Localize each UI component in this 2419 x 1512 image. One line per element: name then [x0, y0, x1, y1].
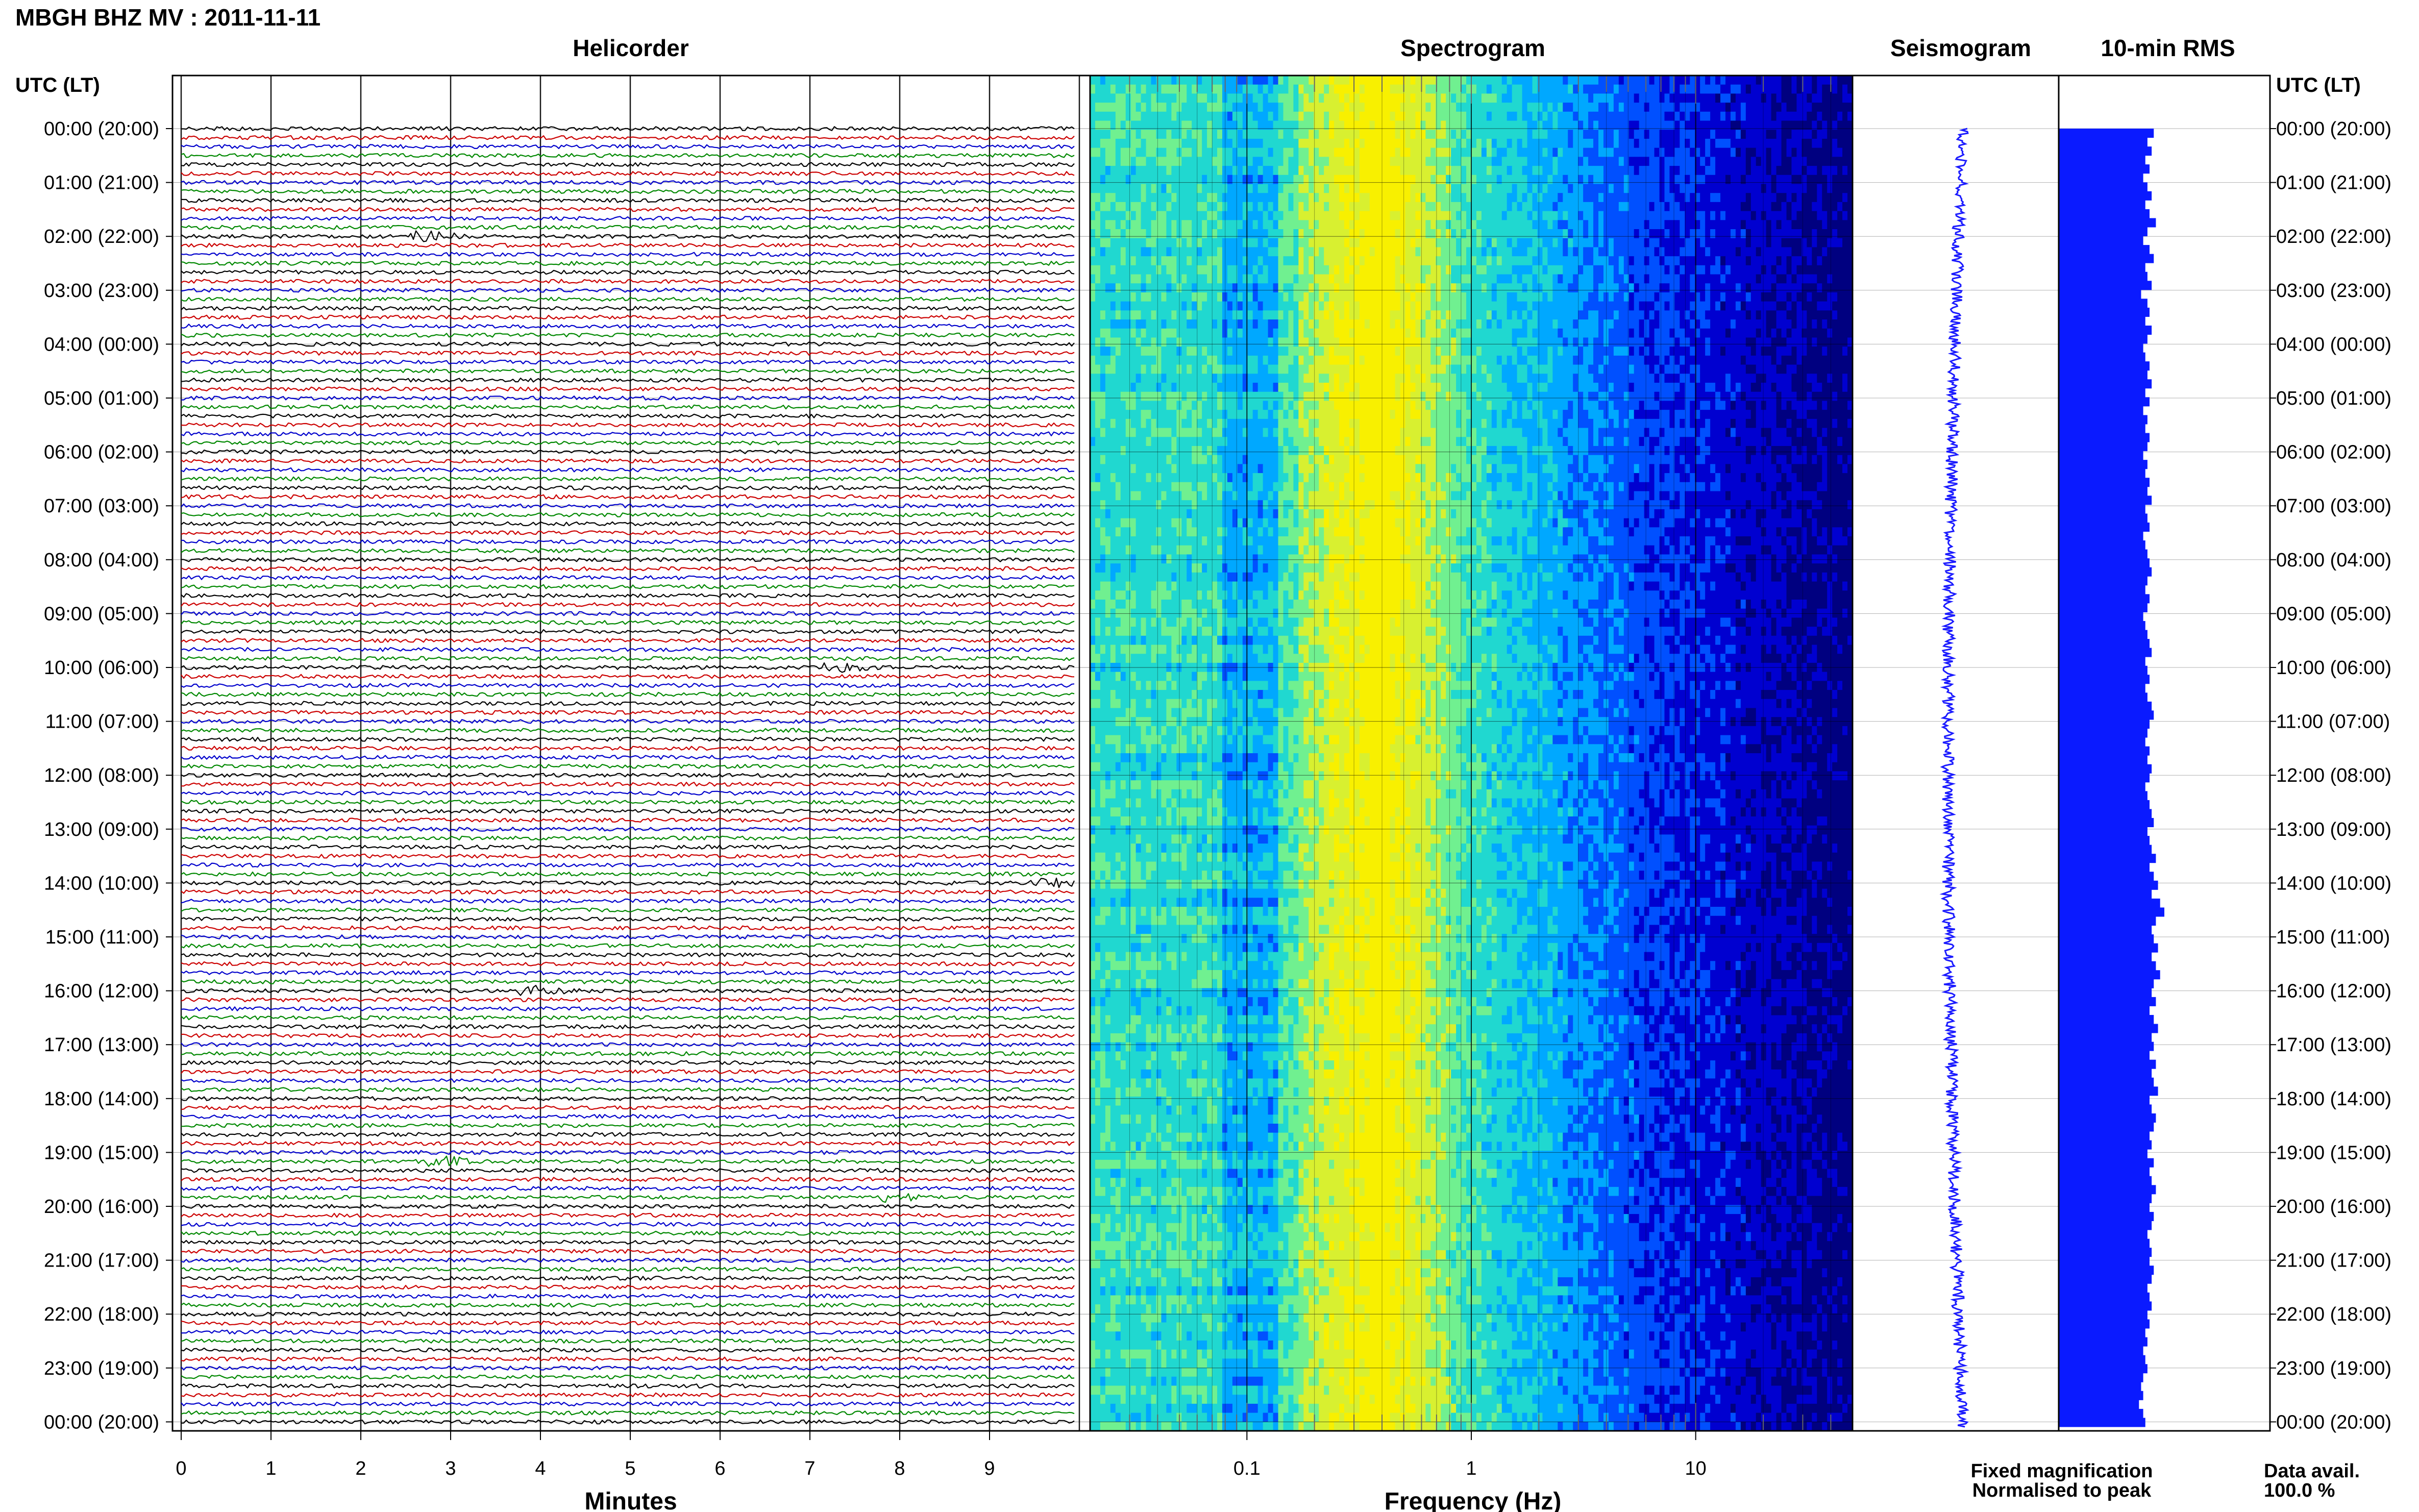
hour-label-right: 05:00 (01:00)	[2276, 388, 2391, 409]
hour-label-left: 01:00 (21:00)	[44, 172, 159, 194]
minutes-tick-label: 6	[714, 1458, 725, 1479]
hour-label-right: 03:00 (23:00)	[2276, 280, 2391, 302]
hour-label-left: 02:00 (22:00)	[44, 226, 159, 247]
hour-label-right: 06:00 (02:00)	[2276, 442, 2391, 463]
x-axis-ticks: 0 1 2 3 4 5 6 7 8 9 0.1 1 10	[176, 1431, 1706, 1479]
minutes-tick-label: 2	[355, 1458, 366, 1479]
hour-label-left: 00:00 (20:00)	[44, 118, 159, 140]
hour-label-right: 04:00 (00:00)	[2276, 334, 2391, 355]
helicorder-grid	[172, 76, 1090, 1431]
hour-label-right: 20:00 (16:00)	[2276, 1196, 2391, 1218]
spectrogram-title: Spectrogram	[1400, 35, 1545, 61]
minutes-tick-label: 0	[176, 1458, 186, 1479]
hour-label-left: 07:00 (03:00)	[44, 495, 159, 517]
hour-label-left: 23:00 (19:00)	[44, 1358, 159, 1379]
hour-label-left: 13:00 (09:00)	[44, 819, 159, 840]
hour-label-right: 09:00 (05:00)	[2276, 603, 2391, 625]
data-avail-value: 100.0 %	[2264, 1480, 2335, 1501]
spectrogram-x-label: Frequency (Hz)	[1385, 1488, 1562, 1512]
hour-label-right: 17:00 (13:00)	[2276, 1034, 2391, 1056]
hour-label-right: 00:00 (20:00)	[2276, 1411, 2391, 1433]
hour-label-right: 02:00 (22:00)	[2276, 226, 2391, 247]
hour-label-left: 21:00 (17:00)	[44, 1250, 159, 1272]
hour-label-left: 17:00 (13:00)	[44, 1034, 159, 1056]
hour-label-right: 08:00 (04:00)	[2276, 550, 2391, 571]
hour-label-left: 00:00 (20:00)	[44, 1411, 159, 1433]
hour-labels-right: 00:00 (20:00) 01:00 (21:00) 02:00 (22:00) 0…	[2270, 118, 2391, 1433]
hour-label-left: 14:00 (10:00)	[44, 873, 159, 894]
minutes-tick-label: 1	[265, 1458, 276, 1479]
hour-label-right: 00:00 (20:00)	[2276, 118, 2391, 140]
minutes-tick-label: 8	[894, 1458, 905, 1479]
hour-label-right: 01:00 (21:00)	[2276, 172, 2391, 194]
rms-panel	[2059, 129, 2270, 1427]
hour-label-left: 16:00 (12:00)	[44, 981, 159, 1002]
minutes-tick-label: 7	[804, 1458, 815, 1479]
legend-normalised-to-peak: Normalised to peak	[1972, 1480, 2152, 1501]
hour-label-left: 15:00 (11:00)	[45, 927, 159, 948]
hour-label-left: 09:00 (05:00)	[44, 603, 159, 625]
minutes-tick-label: 4	[535, 1458, 546, 1479]
minutes-tick-label: 3	[445, 1458, 456, 1479]
hour-label-left: 11:00 (07:00)	[45, 711, 159, 733]
hour-labels-left: 00:00 (20:00) 01:00 (21:00) 02:00 (22:00) 0…	[44, 118, 172, 1433]
time-header-right: UTC (LT)	[2276, 74, 2361, 96]
helicorder-title: Helicorder	[573, 35, 689, 61]
hour-label-right: 10:00 (06:00)	[2276, 657, 2391, 679]
frequency-tick-label: 0.1	[1233, 1458, 1261, 1479]
frequency-tick-label: 1	[1466, 1458, 1476, 1479]
frequency-tick-label: 10	[1685, 1458, 1707, 1479]
hour-label-left: 20:00 (16:00)	[44, 1196, 159, 1218]
hour-label-left: 18:00 (14:00)	[44, 1088, 159, 1110]
hour-label-right: 22:00 (18:00)	[2276, 1304, 2391, 1325]
hour-label-right: 18:00 (14:00)	[2276, 1088, 2391, 1110]
time-header-left: UTC (LT)	[15, 74, 100, 96]
hour-label-right: 13:00 (09:00)	[2276, 819, 2391, 840]
hour-label-left: 03:00 (23:00)	[44, 280, 159, 302]
hour-label-left: 22:00 (18:00)	[44, 1304, 159, 1325]
minutes-tick-label: 9	[984, 1458, 995, 1479]
hour-label-left: 12:00 (08:00)	[44, 765, 159, 786]
hour-label-right: 12:00 (08:00)	[2276, 765, 2391, 786]
hour-label-left: 06:00 (02:00)	[44, 442, 159, 463]
seismogram-panel	[1853, 129, 2059, 1427]
hour-label-left: 19:00 (15:00)	[44, 1142, 159, 1163]
helicorder-x-label: Minutes	[584, 1488, 677, 1512]
helicorder-frame	[172, 76, 1090, 1431]
legend-fixed-magnification: Fixed magnification	[1971, 1460, 2153, 1482]
hour-label-right: 11:00 (07:00)	[2276, 711, 2390, 733]
hour-label-right: 14:00 (10:00)	[2276, 873, 2391, 894]
seismogram-title: Seismogram	[1890, 35, 2031, 61]
rms-title: 10-min RMS	[2101, 35, 2235, 61]
hour-label-right: 15:00 (11:00)	[2276, 927, 2390, 948]
hour-label-right: 21:00 (17:00)	[2276, 1250, 2391, 1272]
hour-label-left: 04:00 (00:00)	[44, 334, 159, 355]
hour-label-left: 10:00 (06:00)	[44, 657, 159, 679]
data-avail-label: Data avail.	[2264, 1460, 2360, 1482]
hour-label-left: 08:00 (04:00)	[44, 550, 159, 571]
minutes-tick-label: 5	[625, 1458, 635, 1479]
hour-label-right: 23:00 (19:00)	[2276, 1358, 2391, 1379]
hour-label-right: 07:00 (03:00)	[2276, 495, 2391, 517]
hour-label-right: 19:00 (15:00)	[2276, 1142, 2391, 1163]
hour-label-right: 16:00 (12:00)	[2276, 981, 2391, 1002]
station-title: MBGH BHZ MV : 2011-11-11	[15, 4, 320, 31]
hour-label-left: 05:00 (01:00)	[44, 388, 159, 409]
